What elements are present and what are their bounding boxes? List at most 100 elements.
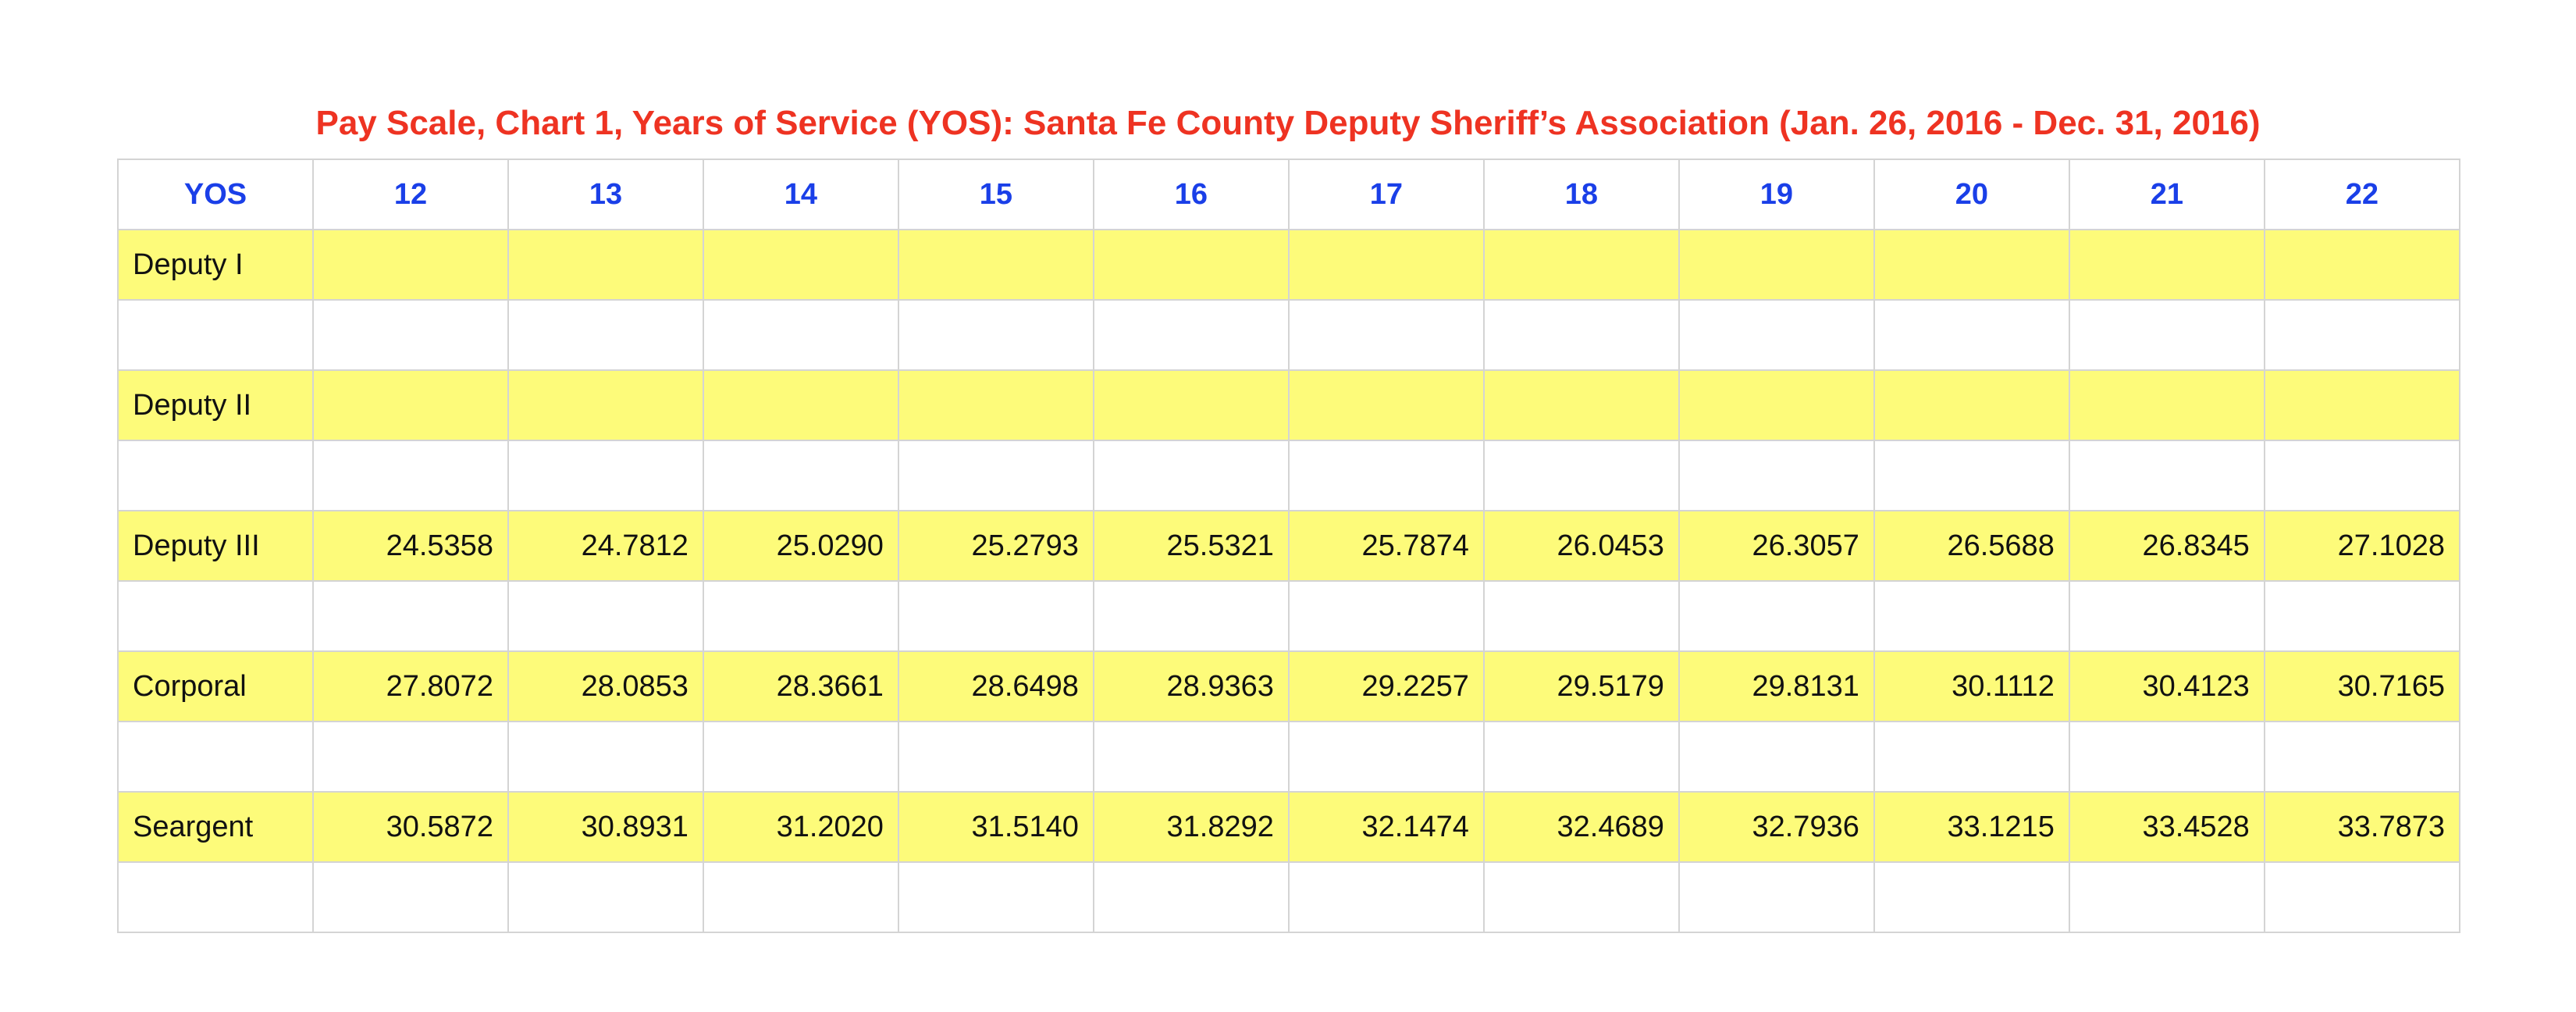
pay-rate-cell: 24.7812 bbox=[507, 510, 704, 582]
rank-row: Seargent 30.5872 30.8931 31.2020 31.5140 31.8… bbox=[117, 791, 2461, 863]
header-cell-yos: YOS bbox=[117, 159, 314, 230]
pay-rate-cell: 26.5688 bbox=[1873, 510, 2070, 582]
empty-cell bbox=[2263, 861, 2461, 933]
empty-cell bbox=[311, 299, 509, 371]
pay-rate-cell: 33.1215 bbox=[1873, 791, 2070, 863]
empty-cell bbox=[1092, 861, 1290, 933]
pay-rate-cell: 33.7873 bbox=[2263, 791, 2461, 863]
empty-cell bbox=[117, 721, 314, 793]
header-cell-year: 15 bbox=[897, 159, 1094, 230]
empty-cell bbox=[1873, 299, 2070, 371]
empty-cell bbox=[507, 299, 704, 371]
pay-rate-cell: 27.1028 bbox=[2263, 510, 2461, 582]
empty-cell bbox=[1287, 440, 1485, 511]
pay-rate-cell bbox=[2068, 369, 2265, 441]
pay-rate-cell: 31.8292 bbox=[1092, 791, 1290, 863]
header-cell-year: 13 bbox=[507, 159, 704, 230]
empty-cell bbox=[702, 580, 899, 652]
pay-rate-cell: 28.9363 bbox=[1092, 650, 1290, 722]
rank-label: Deputy III bbox=[117, 510, 314, 582]
empty-cell bbox=[1482, 861, 1680, 933]
spacer-row bbox=[117, 580, 2461, 652]
pay-rate-cell bbox=[1873, 229, 2070, 301]
pay-scale-table: YOS 12 13 14 15 16 17 18 19 20 21 22 Deputy I Deputy … bbox=[117, 159, 2461, 933]
empty-cell bbox=[117, 580, 314, 652]
empty-cell bbox=[1678, 440, 1875, 511]
empty-cell bbox=[2068, 440, 2265, 511]
pay-rate-cell bbox=[2263, 369, 2461, 441]
empty-cell bbox=[507, 440, 704, 511]
empty-cell bbox=[117, 861, 314, 933]
header-cell-year: 21 bbox=[2068, 159, 2265, 230]
empty-cell bbox=[702, 299, 899, 371]
empty-cell bbox=[1287, 299, 1485, 371]
empty-cell bbox=[897, 861, 1094, 933]
empty-cell bbox=[2068, 299, 2265, 371]
empty-cell bbox=[702, 440, 899, 511]
rank-row: Deputy II bbox=[117, 369, 2461, 441]
header-cell-year: 12 bbox=[311, 159, 509, 230]
empty-cell bbox=[1678, 861, 1875, 933]
empty-cell bbox=[1092, 580, 1290, 652]
pay-rate-cell: 28.0853 bbox=[507, 650, 704, 722]
pay-rate-cell bbox=[311, 229, 509, 301]
rank-label: Corporal bbox=[117, 650, 314, 722]
pay-rate-cell bbox=[1482, 369, 1680, 441]
empty-cell bbox=[1678, 721, 1875, 793]
pay-rate-cell: 32.7936 bbox=[1678, 791, 1875, 863]
empty-cell bbox=[1482, 299, 1680, 371]
empty-cell bbox=[897, 299, 1094, 371]
pay-rate-cell: 29.5179 bbox=[1482, 650, 1680, 722]
rank-label: Deputy II bbox=[117, 369, 314, 441]
pay-rate-cell: 29.8131 bbox=[1678, 650, 1875, 722]
empty-cell bbox=[1287, 861, 1485, 933]
empty-cell bbox=[1678, 580, 1875, 652]
header-cell-year: 19 bbox=[1678, 159, 1875, 230]
empty-cell bbox=[117, 299, 314, 371]
pay-rate-cell: 25.7874 bbox=[1287, 510, 1485, 582]
empty-cell bbox=[2263, 580, 2461, 652]
empty-cell bbox=[311, 721, 509, 793]
empty-cell bbox=[1482, 440, 1680, 511]
pay-rate-cell: 32.1474 bbox=[1287, 791, 1485, 863]
pay-rate-cell: 24.5358 bbox=[311, 510, 509, 582]
empty-cell bbox=[1873, 861, 2070, 933]
rank-row: Deputy III 24.5358 24.7812 25.0290 25.2793 25… bbox=[117, 510, 2461, 582]
pay-rate-cell: 25.2793 bbox=[897, 510, 1094, 582]
pay-rate-cell bbox=[702, 369, 899, 441]
empty-cell bbox=[311, 861, 509, 933]
rank-label: Deputy I bbox=[117, 229, 314, 301]
rank-row: Corporal 27.8072 28.0853 28.3661 28.6498 28.9… bbox=[117, 650, 2461, 722]
header-cell-year: 17 bbox=[1287, 159, 1485, 230]
empty-cell bbox=[1873, 580, 2070, 652]
empty-cell bbox=[2068, 721, 2265, 793]
pay-rate-cell bbox=[897, 369, 1094, 441]
header-cell-year: 14 bbox=[702, 159, 899, 230]
pay-rate-cell: 30.1112 bbox=[1873, 650, 2070, 722]
pay-rate-cell: 26.8345 bbox=[2068, 510, 2265, 582]
empty-cell bbox=[311, 580, 509, 652]
empty-cell bbox=[117, 440, 314, 511]
empty-cell bbox=[1287, 721, 1485, 793]
empty-cell bbox=[2068, 861, 2265, 933]
pay-rate-cell: 31.2020 bbox=[702, 791, 899, 863]
spacer-row bbox=[117, 299, 2461, 371]
pay-rate-cell: 28.6498 bbox=[897, 650, 1094, 722]
spacer-row bbox=[117, 721, 2461, 793]
pay-rate-cell: 30.8931 bbox=[507, 791, 704, 863]
pay-rate-cell: 25.0290 bbox=[702, 510, 899, 582]
header-cell-year: 22 bbox=[2263, 159, 2461, 230]
pay-rate-cell bbox=[311, 369, 509, 441]
header-cell-year: 20 bbox=[1873, 159, 2070, 230]
pay-rate-cell bbox=[2068, 229, 2265, 301]
pay-rate-cell bbox=[1092, 229, 1290, 301]
pay-rate-cell bbox=[2263, 229, 2461, 301]
empty-cell bbox=[702, 861, 899, 933]
empty-cell bbox=[2263, 440, 2461, 511]
empty-cell bbox=[1092, 721, 1290, 793]
pay-rate-cell: 31.5140 bbox=[897, 791, 1094, 863]
header-cell-year: 18 bbox=[1482, 159, 1680, 230]
pay-rate-cell bbox=[1678, 369, 1875, 441]
header-row: YOS 12 13 14 15 16 17 18 19 20 21 22 bbox=[117, 159, 2461, 230]
rank-row: Deputy I bbox=[117, 229, 2461, 301]
